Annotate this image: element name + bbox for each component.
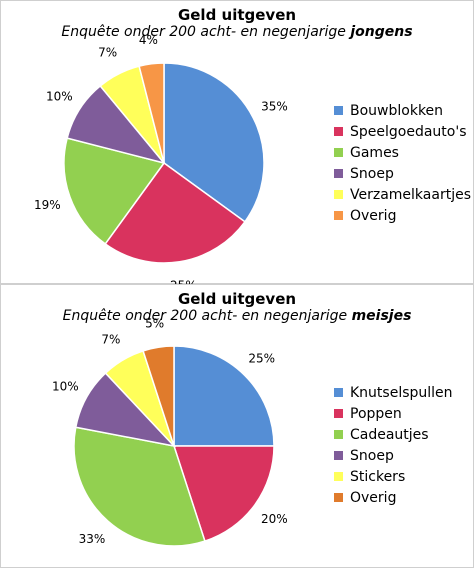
legend-swatch xyxy=(334,430,343,439)
legend-label: Cadeautjes xyxy=(350,426,429,443)
legend-label: Speelgoedauto's xyxy=(350,123,467,140)
legend-item: Poppen xyxy=(334,403,453,424)
legend-swatch xyxy=(334,148,343,157)
pie-slice-speelgoedauto-s xyxy=(104,161,246,264)
legend-label: Overig xyxy=(350,489,397,506)
data-label: 7% xyxy=(98,46,117,60)
legend-swatch xyxy=(334,388,343,397)
legend-girls: Knutselspullen Poppen Cadeautjes Snoep Stick… xyxy=(334,382,453,508)
pie-slice-knutselspullen xyxy=(173,345,275,447)
data-label: 4% xyxy=(139,33,158,47)
pie-slice-overig xyxy=(142,345,175,447)
legend-item: Snoep xyxy=(334,163,471,184)
subtitle-text: Enquête onder 200 acht- en negenjarige xyxy=(62,308,348,324)
legend-swatch xyxy=(334,409,343,418)
legend-item: Snoep xyxy=(334,445,453,466)
chart-subtitle: Enquête onder 200 acht- en negenjarige j… xyxy=(1,24,473,40)
subtitle-emphasis: jongens xyxy=(350,24,413,40)
legend-item: Overig xyxy=(334,205,471,226)
legend-item: Verzamelkaartjes xyxy=(334,184,471,205)
data-label: 10% xyxy=(46,90,73,104)
data-label: 33% xyxy=(79,532,106,546)
legend-label: Games xyxy=(350,144,399,161)
chart-title: Geld uitgeven xyxy=(177,6,297,24)
legend-item: Bouwblokken xyxy=(334,100,471,121)
pie-slice-bouwblokken xyxy=(163,62,265,223)
pie-slice-cadeautjes xyxy=(73,426,206,547)
subtitle-emphasis: meisjes xyxy=(351,308,412,324)
legend-swatch xyxy=(334,106,343,115)
pie-slice-overig xyxy=(138,62,165,164)
pie-slice-games xyxy=(63,137,166,245)
legend-swatch xyxy=(334,211,343,220)
legend-swatch xyxy=(334,127,343,136)
pie-chart-girls: 25% 20% 33% 10% 7% 5% xyxy=(52,317,288,547)
legend-swatch xyxy=(334,493,343,502)
pie-slice-poppen xyxy=(172,445,275,543)
legend-label: Knutselspullen xyxy=(350,384,453,401)
data-label: 19% xyxy=(34,198,61,212)
legend-swatch xyxy=(334,190,343,199)
legend-label: Poppen xyxy=(350,405,402,422)
data-label: 25% xyxy=(170,278,197,285)
chart-panel-boys: Geld uitgeven Enquête onder 200 acht- en… xyxy=(0,0,474,285)
legend-label: Stickers xyxy=(350,468,406,485)
legend-item: Overig xyxy=(334,487,453,508)
legend-label: Snoep xyxy=(350,165,394,182)
legend-swatch xyxy=(334,451,343,460)
data-label: 35% xyxy=(261,100,288,114)
legend-boys: Bouwblokken Speelgoedauto's Games Snoep Verz… xyxy=(334,100,471,226)
legend-label: Bouwblokken xyxy=(350,102,444,119)
legend-item: Cadeautjes xyxy=(334,424,453,445)
data-label: 10% xyxy=(52,379,79,393)
legend-label: Snoep xyxy=(350,447,394,464)
data-label: 25% xyxy=(248,351,275,365)
subtitle-text: Enquête onder 200 acht- en negenjarige xyxy=(61,24,346,40)
legend-item: Speelgoedauto's xyxy=(334,121,471,142)
chart-subtitle: Enquête onder 200 acht- en negenjarige m… xyxy=(1,308,473,324)
legend-item: Games xyxy=(334,142,471,163)
legend-label: Overig xyxy=(350,207,397,224)
data-label: 20% xyxy=(261,512,288,526)
legend-item: Knutselspullen xyxy=(334,382,453,403)
legend-swatch xyxy=(334,472,343,481)
legend-item: Stickers xyxy=(334,466,453,487)
chart-title: Geld uitgeven xyxy=(177,290,297,308)
legend-label: Verzamelkaartjes xyxy=(350,186,471,203)
data-label: 5% xyxy=(145,317,164,331)
legend-swatch xyxy=(334,169,343,178)
chart-panel-girls: Geld uitgeven Enquête onder 200 acht- en… xyxy=(0,284,474,568)
pie-chart-boys: 35% 25% 19% 10% 7% 4% xyxy=(34,33,288,285)
data-label: 7% xyxy=(101,332,120,346)
